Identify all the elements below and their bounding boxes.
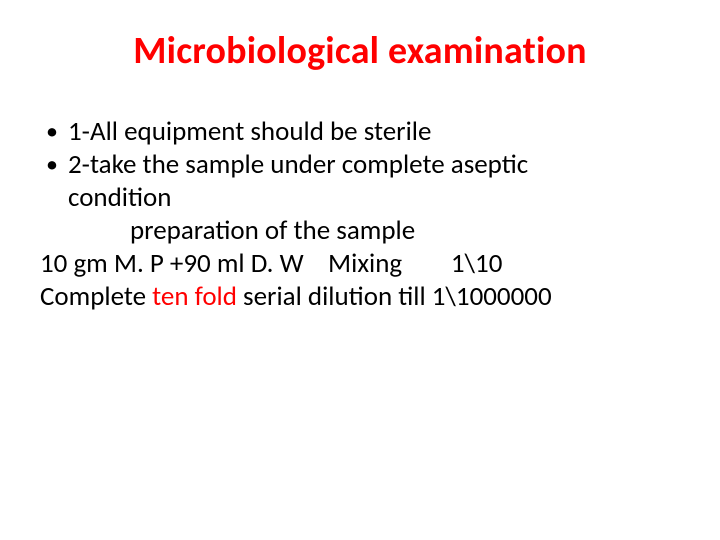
slide-title: Microbiological examination: [40, 28, 680, 74]
bullet-item-1: 1-All equipment should be sterile: [40, 116, 680, 149]
line-dilution-post: serial dilution till 1\1000000: [237, 280, 552, 313]
sub-line-preparation: preparation of the sample: [40, 215, 680, 248]
slide: Microbiological examination 1-All equipm…: [0, 0, 720, 540]
line-mixing: 10 gm M. P +90 ml D. W Mixing 1\10: [40, 248, 680, 281]
bullet-item-2-continuation: condition: [40, 182, 680, 215]
slide-body: 1-All equipment should be sterile 2-take…: [40, 116, 680, 314]
line-dilution-pre: Complete: [40, 280, 152, 313]
line-dilution-accent: ten fold: [152, 280, 237, 313]
bullet-item-2: 2-take the sample under complete aseptic: [40, 149, 680, 182]
bullet-list: 1-All equipment should be sterile 2-take…: [40, 116, 680, 182]
line-dilution: Complete ten fold serial dilution till 1…: [40, 281, 680, 314]
